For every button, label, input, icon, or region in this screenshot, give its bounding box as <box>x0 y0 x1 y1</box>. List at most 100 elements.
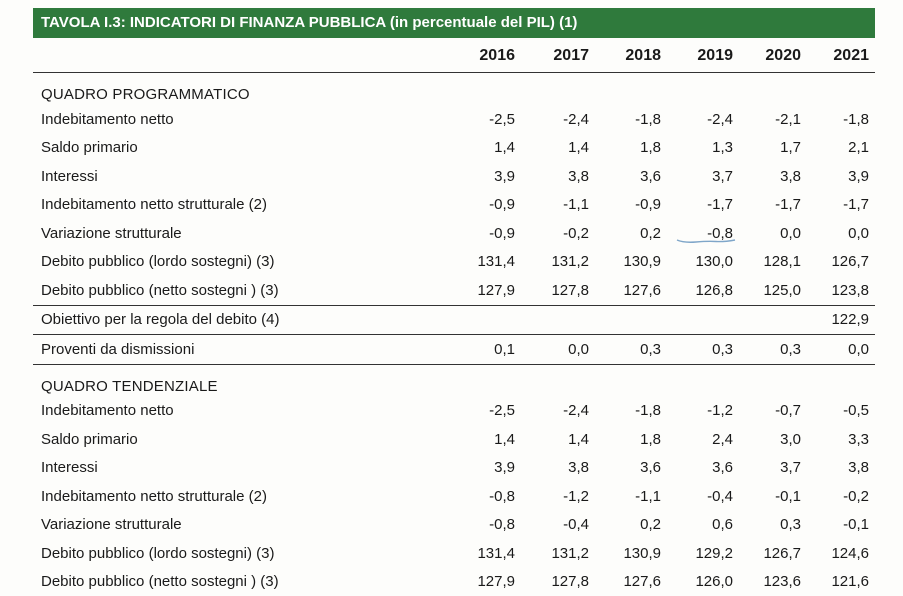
value-cell: 130,9 <box>595 539 667 568</box>
value-cell: 3,9 <box>447 162 521 191</box>
section-heading: QUADRO PROGRAMMATICO <box>33 73 875 106</box>
value-cell: 0,3 <box>667 335 739 365</box>
row-label: Interessi <box>33 454 447 483</box>
value-cell: 127,9 <box>447 276 521 305</box>
year-header: 2016 <box>447 40 521 73</box>
value-cell: 123,6 <box>739 568 807 596</box>
value-cell: -1,1 <box>595 482 667 511</box>
value-cell: 0,0 <box>521 335 595 365</box>
value-cell: -2,1 <box>739 105 807 134</box>
value-cell: -1,7 <box>739 191 807 220</box>
year-header: 2021 <box>807 40 875 73</box>
value-cell: 129,2 <box>667 539 739 568</box>
value-cell: 0,6 <box>667 511 739 540</box>
table-row: Obiettivo per la regola del debito (4)12… <box>33 305 875 335</box>
row-label: Debito pubblico (netto sostegni ) (3) <box>33 276 447 305</box>
value-cell: 0,3 <box>595 335 667 365</box>
value-cell: 130,9 <box>595 248 667 277</box>
value-cell: -2,4 <box>667 105 739 134</box>
row-label: Variazione strutturale <box>33 219 447 248</box>
value-cell: 0,0 <box>807 219 875 248</box>
value-cell: 126,7 <box>807 248 875 277</box>
value-cell: 130,0 <box>667 248 739 277</box>
value-cell: -0,8 <box>447 482 521 511</box>
year-header: 2019 <box>667 40 739 73</box>
year-header: 2017 <box>521 40 595 73</box>
row-label: Debito pubblico (lordo sostegni) (3) <box>33 248 447 277</box>
table-row: Indebitamento netto-2,5-2,4-1,8-1,2-0,7-… <box>33 397 875 426</box>
value-cell <box>667 305 739 335</box>
table-row: Indebitamento netto-2,5-2,4-1,8-2,4-2,1-… <box>33 105 875 134</box>
value-cell: 121,6 <box>807 568 875 596</box>
row-label: Interessi <box>33 162 447 191</box>
value-cell: 1,4 <box>521 425 595 454</box>
value-cell: -2,5 <box>447 397 521 426</box>
value-cell: 3,6 <box>667 454 739 483</box>
row-label: Indebitamento netto <box>33 105 447 134</box>
value-cell: 2,4 <box>667 425 739 454</box>
value-cell: 3,9 <box>447 454 521 483</box>
value-cell: 0,0 <box>739 219 807 248</box>
value-cell: -0,7 <box>739 397 807 426</box>
value-cell: 1,4 <box>447 425 521 454</box>
table-row: Indebitamento netto strutturale (2)-0,9-… <box>33 191 875 220</box>
value-cell: -0,4 <box>521 511 595 540</box>
value-cell: 3,9 <box>807 162 875 191</box>
value-cell: -2,4 <box>521 105 595 134</box>
value-cell: -0,5 <box>807 397 875 426</box>
year-header: 2020 <box>739 40 807 73</box>
value-cell: -0,9 <box>447 191 521 220</box>
value-cell: 3,8 <box>807 454 875 483</box>
table-row: Indebitamento netto strutturale (2)-0,8-… <box>33 482 875 511</box>
value-cell: -0,2 <box>807 482 875 511</box>
value-cell: -1,8 <box>595 105 667 134</box>
value-cell: 127,6 <box>595 568 667 596</box>
table-row: Debito pubblico (netto sostegni ) (3)127… <box>33 276 875 305</box>
value-cell: -1,8 <box>807 105 875 134</box>
value-cell: 0,3 <box>739 511 807 540</box>
value-cell: 0,2 <box>595 511 667 540</box>
value-cell: 3,8 <box>521 454 595 483</box>
value-cell: 3,7 <box>739 454 807 483</box>
value-cell: 126,7 <box>739 539 807 568</box>
table-row: Debito pubblico (lordo sostegni) (3)131,… <box>33 248 875 277</box>
value-cell: 125,0 <box>739 276 807 305</box>
value-cell: 3,8 <box>739 162 807 191</box>
value-cell: 3,3 <box>807 425 875 454</box>
row-label: Saldo primario <box>33 425 447 454</box>
row-label: Debito pubblico (lordo sostegni) (3) <box>33 539 447 568</box>
value-cell: 1,8 <box>595 425 667 454</box>
row-label: Obiettivo per la regola del debito (4) <box>33 305 447 335</box>
value-cell: 131,4 <box>447 248 521 277</box>
row-label: Proventi da dismissioni <box>33 335 447 365</box>
value-cell: -1,7 <box>667 191 739 220</box>
value-cell: 0,0 <box>807 335 875 365</box>
value-cell: -0,9 <box>447 219 521 248</box>
value-cell: 0,2 <box>595 219 667 248</box>
value-cell <box>739 305 807 335</box>
row-label: Saldo primario <box>33 134 447 163</box>
section-heading-row: QUADRO TENDENZIALE <box>33 364 875 397</box>
value-cell: -1,8 <box>595 397 667 426</box>
value-cell: -0,1 <box>739 482 807 511</box>
value-cell: 3,6 <box>595 162 667 191</box>
section-heading-row: QUADRO PROGRAMMATICO <box>33 73 875 106</box>
row-label: Debito pubblico (netto sostegni ) (3) <box>33 568 447 596</box>
value-cell: -0,8 <box>447 511 521 540</box>
value-cell <box>595 305 667 335</box>
value-cell: 124,6 <box>807 539 875 568</box>
value-cell: 127,9 <box>447 568 521 596</box>
value-cell: 126,0 <box>667 568 739 596</box>
value-cell: -2,5 <box>447 105 521 134</box>
value-cell: 2,1 <box>807 134 875 163</box>
row-label: Variazione strutturale <box>33 511 447 540</box>
value-cell: 0,1 <box>447 335 521 365</box>
